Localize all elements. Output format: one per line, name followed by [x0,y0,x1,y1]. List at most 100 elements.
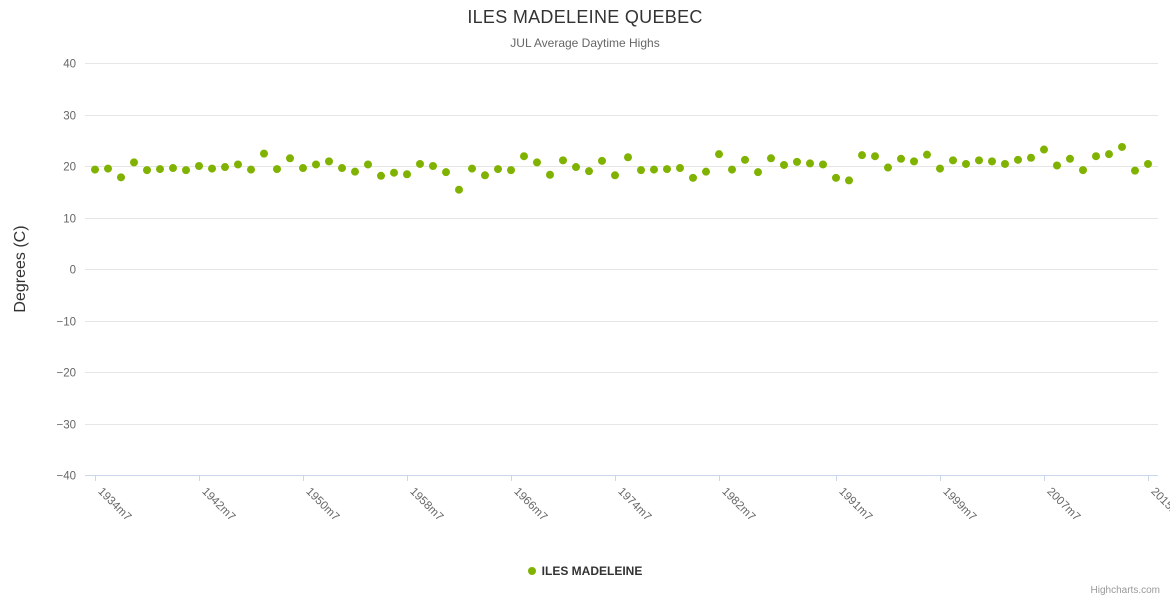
data-point[interactable] [806,159,814,168]
data-point[interactable] [169,164,177,173]
data-point[interactable] [1040,145,1048,154]
data-point[interactable] [1053,161,1061,170]
data-point[interactable] [585,167,593,176]
data-point[interactable] [949,156,957,165]
data-point[interactable] [91,165,99,174]
data-point[interactable] [286,154,294,163]
data-point[interactable] [1105,150,1113,159]
data-point[interactable] [793,157,801,166]
data-point[interactable] [273,165,281,174]
data-point[interactable] [117,173,125,182]
data-point[interactable] [481,171,489,180]
data-point[interactable] [1118,142,1126,151]
data-point[interactable] [533,158,541,167]
data-point[interactable] [1092,152,1100,161]
x-axis-tick-label: 1942m7 [199,486,237,524]
chart-subtitle: JUL Average Daytime Highs [510,36,660,50]
data-point[interactable] [403,170,411,179]
data-point[interactable] [156,165,164,174]
data-point[interactable] [975,156,983,165]
data-point[interactable] [650,165,658,174]
data-point[interactable] [754,168,762,177]
data-point[interactable] [910,157,918,166]
data-point[interactable] [390,168,398,177]
data-point[interactable] [663,165,671,174]
data-point[interactable] [299,164,307,173]
data-point[interactable] [780,160,788,169]
legend-label: ILES MADELEINE [541,564,643,578]
y-axis-tick-label: 0 [70,265,76,277]
data-point[interactable] [1014,155,1022,164]
data-point[interactable] [364,160,372,169]
y-axis-tick-label: 30 [63,111,76,123]
data-point[interactable] [1079,166,1087,175]
data-point[interactable] [208,164,216,173]
data-point[interactable] [351,167,359,176]
data-point[interactable] [1001,159,1009,168]
data-point[interactable] [676,164,684,173]
data-point[interactable] [247,165,255,174]
x-axis-tick-label: 1991m7 [836,486,874,524]
data-point[interactable] [598,156,606,165]
data-point[interactable] [546,170,554,179]
x-axis-tick-label: 1982m7 [719,486,757,524]
data-point[interactable] [715,150,723,159]
data-point[interactable] [611,171,619,180]
data-point[interactable] [416,159,424,168]
data-point[interactable] [923,150,931,159]
x-axis-tick-label: 2015m7 [1148,486,1170,524]
data-point[interactable] [1144,159,1152,168]
data-point[interactable] [572,163,580,172]
data-point[interactable] [221,163,229,172]
data-point[interactable] [858,151,866,160]
data-point[interactable] [1131,166,1139,175]
data-point[interactable] [819,160,827,169]
x-axis-tick-label: 1974m7 [615,486,653,524]
y-axis-title: Degrees (C) [12,225,29,312]
data-point[interactable] [455,185,463,194]
data-point[interactable] [988,157,996,166]
data-point[interactable] [130,158,138,167]
data-point[interactable] [325,157,333,166]
data-point[interactable] [871,152,879,161]
data-point[interactable] [234,160,242,169]
data-point[interactable] [104,164,112,173]
data-point[interactable] [377,171,385,180]
data-point[interactable] [494,165,502,174]
data-point[interactable] [429,162,437,170]
data-point[interactable] [637,166,645,175]
data-point[interactable] [468,164,476,173]
data-point[interactable] [624,153,632,162]
data-point[interactable] [728,165,736,174]
data-point[interactable] [182,166,190,175]
data-point[interactable] [442,168,450,177]
data-point[interactable] [559,156,567,165]
data-point[interactable] [520,152,528,161]
data-point[interactable] [936,164,944,173]
data-point[interactable] [767,154,775,163]
data-point[interactable] [689,173,697,182]
data-point[interactable] [507,166,515,175]
y-axis-tick-label: −10 [56,317,76,329]
data-point[interactable] [143,166,151,175]
data-point[interactable] [741,155,749,164]
data-point[interactable] [845,176,853,185]
data-point[interactable] [1027,153,1035,162]
data-point[interactable] [312,160,320,169]
data-point[interactable] [832,173,840,182]
y-axis-tick-label: −20 [56,368,76,380]
legend-item[interactable]: ILES MADELEINE [0,564,1170,578]
data-point[interactable] [260,149,268,158]
data-point[interactable] [962,159,970,168]
data-point[interactable] [897,154,905,163]
highcharts-credits-link[interactable]: Highcharts.com [1090,585,1160,596]
data-point[interactable] [1066,154,1074,163]
y-axis-tick-label: 20 [63,162,76,174]
data-point[interactable] [338,164,346,173]
x-axis-tick-label: 1958m7 [407,486,445,524]
data-point[interactable] [884,163,892,172]
data-point[interactable] [702,167,710,176]
data-point[interactable] [195,162,203,170]
